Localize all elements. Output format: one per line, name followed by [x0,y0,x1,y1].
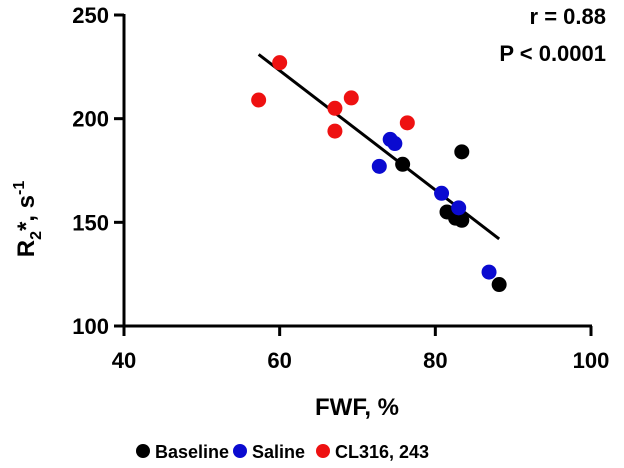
legend-marker-cl316-243 [316,444,330,458]
data-point-saline [434,185,450,201]
data-point-baseline [454,144,470,160]
legend-label-cl316-243: CL316, 243 [335,442,429,462]
r-value-label: r = 0.88 [530,4,606,29]
y-tick-label: 100 [72,314,109,339]
legend: Baseline Saline CL316, 243 [136,442,429,462]
x-tick-label: 80 [423,348,447,373]
data-point-saline [371,158,387,174]
data-point-baseline [491,277,507,293]
legend-label-baseline: Baseline [155,442,229,462]
data-point-saline [451,200,467,216]
x-tick-label: 40 [112,348,136,373]
axes [122,14,592,328]
legend-label-saline: Saline [252,442,305,462]
data-point-cl316-243 [251,92,267,108]
x-tick-label: 60 [267,348,291,373]
data-point-cl316-243 [399,115,415,131]
y-tick-label: 200 [72,107,109,132]
y-axis-title: R2*, s-1 [11,181,45,258]
data-point-cl316-243 [343,90,359,106]
data-point-cl316-243 [272,55,288,71]
y-ticks: 100 150 200 250 [72,3,124,339]
data-point-cl316-243 [327,123,343,139]
data-point-cl316-243 [327,100,343,116]
x-axis-title: FWF, % [315,394,399,421]
data-points [251,55,507,293]
p-value-label: P < 0.0001 [499,41,606,66]
legend-marker-baseline [136,444,150,458]
legend-marker-saline [233,444,247,458]
x-ticks: 40 60 80 100 [112,326,610,373]
data-point-saline [481,264,497,280]
y-tick-label: 250 [72,3,109,28]
data-point-baseline [395,156,411,172]
data-point-baseline [454,212,470,228]
data-point-saline [387,136,403,152]
x-tick-label: 100 [573,348,610,373]
y-tick-label: 150 [72,210,109,235]
